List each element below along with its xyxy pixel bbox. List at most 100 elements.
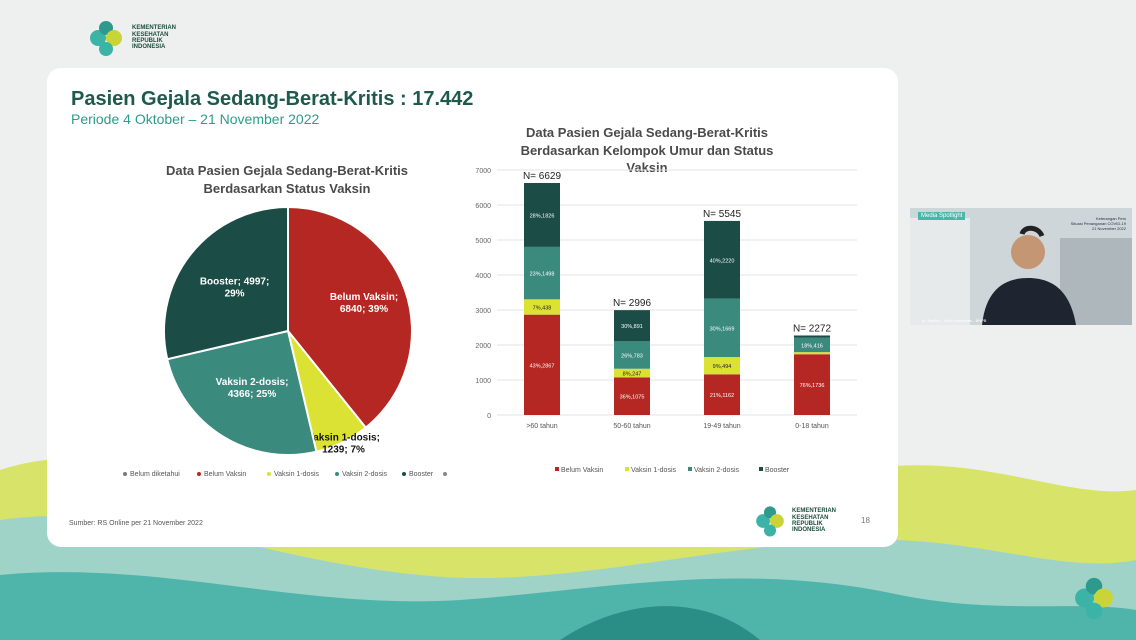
bar-segment-belum-vaksin (704, 374, 740, 415)
bar-segment-belum-vaksin (794, 354, 830, 415)
pie-label-vaksin-1-dosis: Vaksin 1-dosis; 1239; 7% (307, 433, 380, 456)
bar-legend-label: Belum Vaksin (561, 467, 603, 474)
bar-legend-marker (688, 467, 692, 471)
logo-line: REPUBLIK (792, 521, 823, 527)
logo-line: KESEHATAN (792, 514, 829, 521)
bar-segment-booster (704, 220, 740, 299)
bar-data-label: 36%,1075 (620, 395, 645, 401)
pie-legend-label: Belum diketahui (130, 471, 180, 478)
bar-data-label: 21%,1162 (710, 393, 734, 399)
bar-legend-label: Booster (765, 467, 790, 474)
bar-data-label: 9%,494 (713, 364, 732, 370)
pie-legend-marker (123, 472, 127, 476)
bar-segment-vaksin-1-dosis (794, 352, 830, 355)
bar-segment-booster (794, 335, 830, 338)
pie-label-belum-vaksin: Belum Vaksin; 6840; 39% (330, 292, 398, 315)
x-category-label: >60 tahun (526, 423, 557, 430)
logo-line: INDONESIA (792, 527, 826, 534)
bar-segment-vaksin-2-dosis (704, 298, 740, 358)
slide-logo-icon (756, 506, 784, 537)
bar-total-label: N= 2996 (613, 298, 652, 309)
logo-line: REPUBLIK (132, 38, 163, 44)
x-category-label: 19-49 tahun (703, 423, 740, 430)
bar-segment-vaksin-2-dosis (524, 246, 560, 300)
pie-legend-label: Belum Vaksin (204, 471, 246, 478)
bar-data-label: 43%,2867 (530, 363, 555, 369)
bar-segment-booster (524, 182, 560, 247)
pie-legend-label: Vaksin 1-dosis (274, 471, 320, 478)
bar-data-label: 40%,2220 (710, 258, 735, 264)
x-category-label: 0-18 tahun (795, 423, 829, 430)
speaker-video-frame (910, 208, 1132, 325)
pie-legend-marker (443, 472, 447, 476)
bar-segment-belum-vaksin (614, 377, 650, 415)
x-category-label: 50-60 tahun (613, 423, 650, 430)
bar-legend-marker (759, 467, 763, 471)
y-tick-label: 2000 (475, 343, 491, 350)
pie-legend-label: Booster (409, 471, 434, 478)
presentation-slide: Pasien Gejala Sedang-Berat-Kritis : 17.4… (47, 68, 898, 547)
bar-segment-vaksin-2-dosis (614, 341, 650, 369)
bar-data-label: 18%,416 (801, 343, 823, 349)
bar-data-label: 30%,891 (621, 324, 643, 330)
pie-legend-marker (335, 472, 339, 476)
video-header: Keterangan Pers Situasi Penanganan COVID… (1071, 216, 1126, 232)
bar-data-label: 30%,1669 (710, 326, 735, 332)
slide-subtitle: Periode 4 Oktober – 21 November 2022 (71, 111, 320, 127)
bar-total-label: N= 6629 (523, 171, 562, 182)
video-caption: dr. Syahril - Jubir Kemenkes - BNPB (922, 318, 987, 323)
pie-label-vaksin-2-dosis: Vaksin 2-dosis; 4366; 25% (216, 377, 289, 400)
bar-segment-booster (614, 310, 650, 342)
pie-chart-title: Data Pasien Gejala Sedang-Berat-Kritis B… (165, 163, 409, 196)
bar-chart-title: Data Pasien Gejala Sedang-Berat-Kritis B… (520, 125, 774, 176)
y-tick-label: 7000 (475, 168, 491, 175)
video-header-line: Keterangan Pers (1095, 216, 1126, 221)
bar-segment-vaksin-1-dosis (704, 357, 740, 375)
speaker-video: Media Spotlight Keterangan Pers Situasi … (910, 208, 1132, 325)
bar-data-label: 7%,438 (533, 305, 552, 311)
page-number: 18 (861, 516, 870, 525)
bar-legend-marker (625, 467, 629, 471)
speaker-head (1011, 235, 1045, 269)
y-tick-label: 3000 (475, 308, 491, 315)
bar-legend-marker (555, 467, 559, 471)
video-header-line: Situasi Penanganan COVID-19 (1070, 221, 1126, 227)
pie-legend-marker (402, 472, 406, 476)
video-tag: Media Spotlight (918, 212, 966, 220)
ministry-logo-icon (90, 21, 122, 56)
bar-legend-label: Vaksin 2-dosis (694, 467, 740, 474)
bar-data-label: 23%,1498 (530, 272, 555, 278)
bar-segment-vaksin-1-dosis (524, 299, 560, 315)
y-tick-label: 1000 (475, 378, 491, 385)
pie-chart: Belum Vaksin; 6840; 39% Vaksin 1-dosis; 123… (123, 205, 447, 478)
speaker-body (982, 278, 1076, 325)
logo-line: KEMENTERIAN (792, 508, 837, 515)
slide-title: Pasien Gejala Sedang-Berat-Kritis : 17.4… (71, 88, 474, 110)
corner-logo-icon (1075, 577, 1113, 620)
bar-data-label: 26%,783 (621, 354, 643, 360)
y-tick-label: 4000 (475, 273, 491, 280)
y-tick-label: 0 (487, 413, 491, 420)
logo-line: KESEHATAN (132, 31, 169, 38)
video-header-line: 21 November 2022 (1091, 226, 1126, 232)
slide-logo: KEMENTERIAN KESEHATAN REPUBLIK INDONESIA (751, 502, 836, 540)
pie-legend-marker (197, 472, 201, 476)
bar-data-label: 28%,1826 (530, 213, 555, 219)
bar-data-label: 76%,1736 (800, 383, 825, 389)
ministry-logo: KEMENTERIAN KESEHATAN REPUBLIK INDONESIA (84, 16, 176, 60)
bar-total-label: N= 2272 (793, 323, 832, 334)
logo-line: KEMENTERIAN (132, 25, 177, 32)
bar-segment-belum-vaksin (524, 314, 560, 415)
source-note: Sumber: RS Online per 21 November 2022 (69, 520, 203, 527)
pie-label-booster: Booster; 4997; 29% (200, 277, 269, 300)
stacked-bar-chart: 0 1000 2000 3000 4000 5000 6000 7000 43%,2867 7%,… (475, 168, 857, 474)
bar-data-label: 8%,247 (623, 372, 642, 378)
bar-segment-vaksin-1-dosis (614, 368, 650, 378)
pie-legend-label: Vaksin 2-dosis (342, 471, 388, 478)
bar-total-label: N= 5545 (703, 209, 742, 220)
pie-slice-booster (163, 205, 289, 361)
pie-slice-belum-vaksin (287, 205, 413, 430)
bar-segment-vaksin-2-dosis (794, 337, 830, 353)
bar-legend-label: Vaksin 1-dosis (631, 467, 677, 474)
logo-line: INDONESIA (132, 44, 166, 51)
